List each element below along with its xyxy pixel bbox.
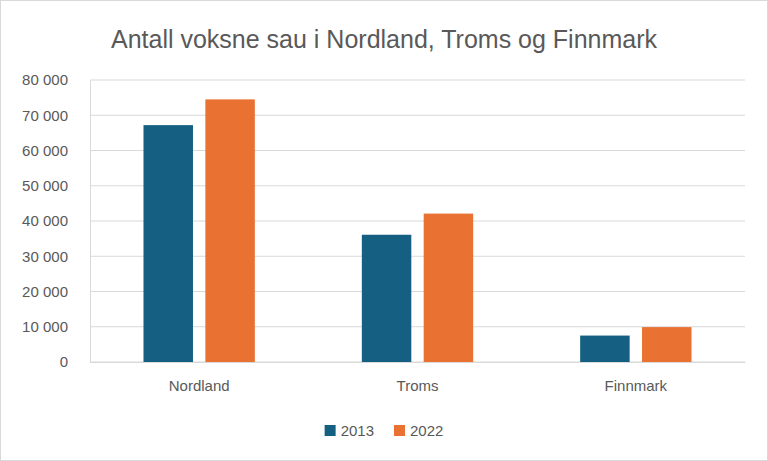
bar bbox=[642, 327, 691, 362]
grid bbox=[90, 80, 745, 362]
x-tick-label: Finnmark bbox=[605, 377, 668, 394]
title: Antall voksne sau i Nordland, Troms og F… bbox=[111, 25, 658, 53]
legend-swatch bbox=[325, 425, 336, 436]
y-tick-label: 70 000 bbox=[22, 107, 68, 124]
y-tick-label: 30 000 bbox=[22, 248, 68, 265]
legend-label: 2013 bbox=[341, 422, 374, 439]
y-tick: 0 bbox=[60, 353, 90, 370]
y-tick: 80 000 bbox=[22, 71, 90, 88]
x-axis-line bbox=[91, 362, 746, 363]
legend-item: 2013 bbox=[325, 422, 374, 439]
y-tick-label: 10 000 bbox=[22, 318, 68, 335]
y-tick-label: 50 000 bbox=[22, 177, 68, 194]
y-tick: 20 000 bbox=[22, 283, 90, 300]
y-tick: 40 000 bbox=[22, 212, 90, 229]
bar bbox=[580, 336, 629, 362]
bar bbox=[205, 99, 254, 362]
chart: 0 10 000 20 000 30 000 40 000 50 000 60 000 70 … bbox=[0, 0, 768, 461]
x-tick-label: Troms bbox=[397, 377, 439, 394]
series bbox=[205, 99, 691, 362]
y-tick: 10 000 bbox=[22, 318, 90, 335]
y-tick-label: 20 000 bbox=[22, 283, 68, 300]
y-tick-label: 40 000 bbox=[22, 212, 68, 229]
grid-line bbox=[90, 80, 745, 81]
y-tick-label: 0 bbox=[60, 353, 68, 370]
bar bbox=[362, 235, 411, 362]
plot: 0 10 000 20 000 30 000 40 000 50 000 60 000 70 … bbox=[22, 71, 745, 393]
y-axis-line bbox=[90, 81, 91, 363]
y-tick: 30 000 bbox=[22, 248, 90, 265]
y-tick-label: 80 000 bbox=[22, 71, 68, 88]
bar bbox=[143, 125, 192, 362]
bar bbox=[424, 214, 473, 362]
y-tick-label: 60 000 bbox=[22, 142, 68, 159]
x-tick: Finnmark bbox=[605, 362, 668, 394]
legend-swatch bbox=[394, 425, 405, 436]
background bbox=[1, 1, 768, 461]
x-tick: Troms bbox=[397, 362, 439, 394]
legend-item: 2022 bbox=[394, 422, 443, 439]
x-tick: Nordland bbox=[169, 362, 230, 394]
x-axis: Nordland Troms Finnmark bbox=[91, 362, 746, 394]
bars bbox=[143, 99, 691, 362]
grid-line bbox=[90, 115, 745, 116]
y-tick: 50 000 bbox=[22, 177, 90, 194]
y-tick: 60 000 bbox=[22, 142, 90, 159]
y-axis: 0 10 000 20 000 30 000 40 000 50 000 60 000 70 … bbox=[22, 71, 90, 370]
y-tick: 70 000 bbox=[22, 107, 90, 124]
legend: 2013 2022 bbox=[325, 422, 444, 439]
legend-label: 2022 bbox=[410, 422, 443, 439]
x-tick-label: Nordland bbox=[169, 377, 230, 394]
